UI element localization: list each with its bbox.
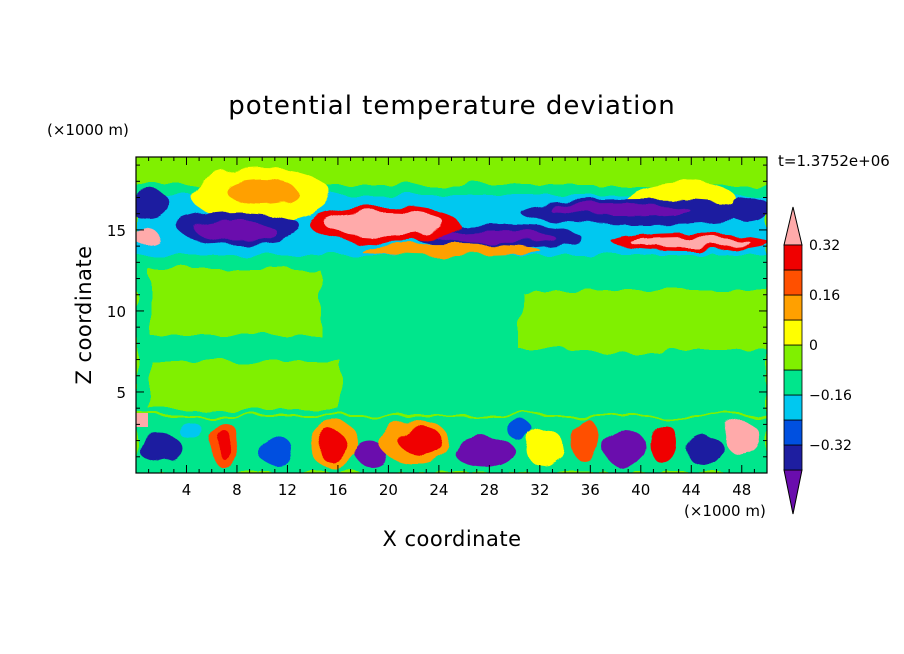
x-tick-label: 4 xyxy=(182,481,192,499)
x-unit-label: (×1000 m) xyxy=(684,502,766,520)
bl-cell-5 xyxy=(357,443,387,467)
region-warm-streak xyxy=(360,244,540,256)
region-neutral-low xyxy=(150,360,340,410)
region-hot-edge-left xyxy=(136,229,159,243)
bl-cell-4-core xyxy=(318,430,346,462)
region-hot-filament-b-core xyxy=(630,237,750,247)
x-tick-label: 28 xyxy=(480,481,499,499)
chart-title: potential temperature deviation xyxy=(228,91,675,121)
bl-cell-11 xyxy=(651,425,679,465)
bl-cell-13 xyxy=(724,422,760,454)
colorbar-label: −0.32 xyxy=(809,438,852,454)
bl-cell-2-core xyxy=(217,431,233,459)
bl-cell-1 xyxy=(138,434,182,462)
x-axis-label: X coordinate xyxy=(382,527,521,551)
region-neutral-left xyxy=(150,270,320,335)
region-hot-edge-top-left xyxy=(136,413,148,427)
bl-cell-14 xyxy=(178,422,202,438)
region-cold-right-core xyxy=(550,204,690,216)
region-cold-edge-left xyxy=(136,190,170,220)
region-cold-edge-right xyxy=(730,196,767,224)
region-cold-left-core xyxy=(195,221,275,239)
region-warm-dome-left-inner xyxy=(227,180,297,204)
x-tick-label: 32 xyxy=(530,481,549,499)
x-tick-label: 36 xyxy=(581,481,600,499)
x-tick-label: 20 xyxy=(379,481,398,499)
colorbar-swatch xyxy=(783,419,803,446)
colorbar-swatch xyxy=(783,319,803,346)
bl-cell-7 xyxy=(455,436,515,468)
x-tick-label: 24 xyxy=(429,481,448,499)
bl-cell-12 xyxy=(687,434,723,466)
y-tick-label: 5 xyxy=(116,384,126,402)
colorbar-label: 0.32 xyxy=(809,238,840,254)
colorbar-extend-top xyxy=(783,206,803,246)
colorbar-extend-bottom xyxy=(783,469,803,515)
y-unit-label: (×1000 m) xyxy=(47,121,129,139)
y-axis-label: Z coordinate xyxy=(72,245,96,384)
colorbar-swatch xyxy=(783,269,803,296)
colorbar-swatch xyxy=(783,294,803,321)
x-tick-label: 12 xyxy=(278,481,297,499)
contour-plot-area xyxy=(136,157,767,473)
bl-cell-3 xyxy=(257,436,293,464)
y-tick-label: 15 xyxy=(107,222,126,240)
bl-cell-9 xyxy=(571,418,599,462)
x-tick-label: 16 xyxy=(328,481,347,499)
colorbar: 0.32 0.16 0 −0.16 −0.32 xyxy=(783,206,852,515)
colorbar-label: 0.16 xyxy=(809,288,840,304)
x-tick-label: 8 xyxy=(232,481,242,499)
region-neutral-right xyxy=(520,290,767,350)
colorbar-swatch xyxy=(783,244,803,271)
bl-cell-6-core xyxy=(398,426,442,454)
x-tick-label: 44 xyxy=(682,481,701,499)
x-tick-label: 48 xyxy=(732,481,751,499)
region-hot-filament-a-core xyxy=(325,212,445,236)
colorbar-swatch xyxy=(783,394,803,421)
y-tick-label: 10 xyxy=(107,303,126,321)
time-label: t=1.3752e+06 xyxy=(778,152,890,170)
bl-cell-8 xyxy=(525,430,565,466)
colorbar-swatch xyxy=(783,344,803,371)
colorbar-swatch xyxy=(783,369,803,396)
bl-cell-15 xyxy=(506,422,534,438)
x-tick-label: 40 xyxy=(631,481,650,499)
region-cold-center-core xyxy=(435,231,555,243)
bl-cell-10 xyxy=(603,430,647,466)
colorbar-swatch xyxy=(783,444,803,471)
colorbar-label: −0.16 xyxy=(809,388,852,404)
colorbar-label: 0 xyxy=(809,338,818,354)
